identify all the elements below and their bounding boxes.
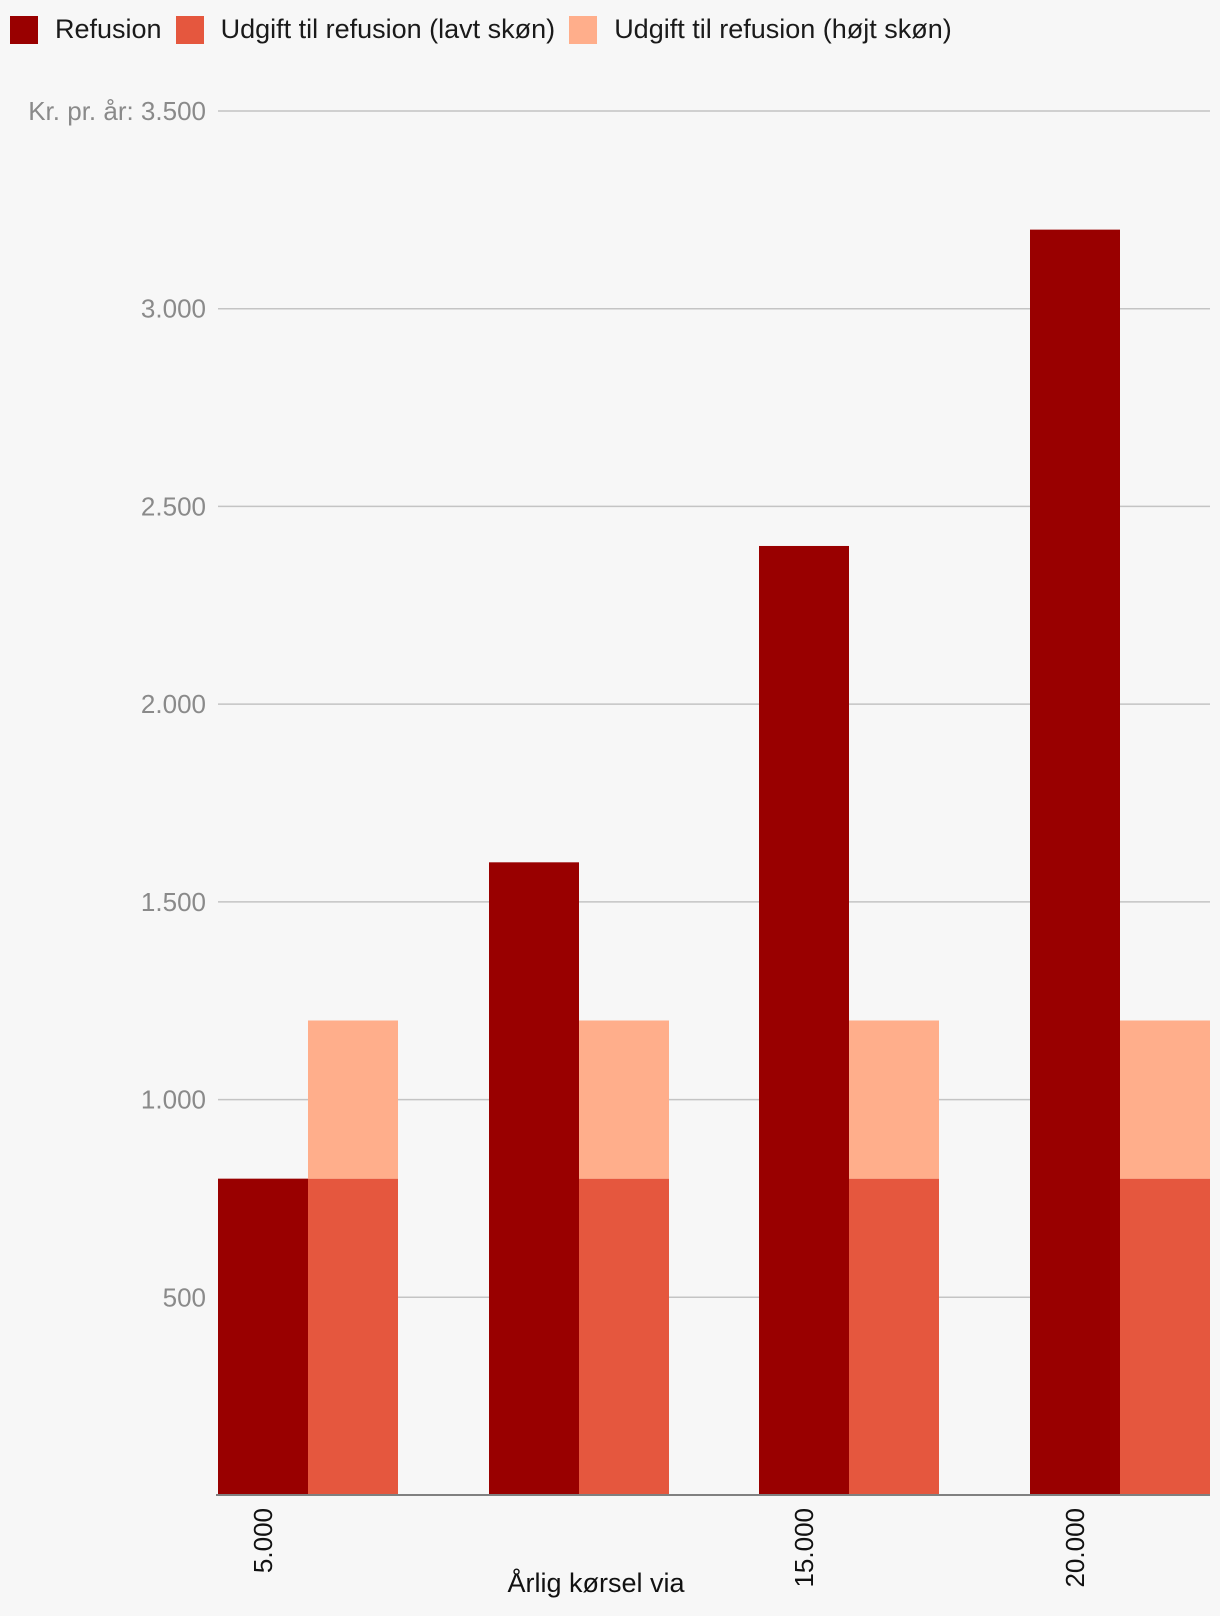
- bar-udgift-lavt[interactable]: [308, 1178, 398, 1495]
- y-tick-label: 2.500: [141, 491, 206, 521]
- legend-swatch-refusion: [10, 15, 38, 44]
- bar-refusion[interactable]: [489, 862, 579, 1495]
- y-tick-label: 1.500: [141, 887, 206, 917]
- y-tick-label: 2.000: [141, 689, 206, 719]
- legend-item-udgift-lavt[interactable]: Udgift til refusion (lavt skøn): [175, 14, 556, 45]
- bar-refusion[interactable]: [1030, 229, 1120, 1496]
- legend-swatch-udgift-lavt: [175, 15, 204, 44]
- legend-label-udgift-hojt: Udgift til refusion (højt skøn): [614, 14, 952, 44]
- y-tick-label: 1.000: [141, 1085, 206, 1115]
- bar-udgift-hojt[interactable]: [849, 1020, 939, 1179]
- bar-udgift-lavt[interactable]: [849, 1178, 939, 1495]
- bar-refusion[interactable]: [759, 545, 849, 1495]
- legend: Refusion Udgift til refusion (lavt skøn)…: [10, 14, 966, 45]
- bar-udgift-hojt[interactable]: [579, 1020, 669, 1179]
- x-axis-label: Årlig kørsel via: [507, 1567, 685, 1598]
- x-tick-label: 5.000: [248, 1508, 278, 1573]
- bar-udgift-lavt[interactable]: [579, 1178, 669, 1495]
- legend-label-refusion: Refusion: [55, 14, 162, 44]
- bar-udgift-hojt[interactable]: [308, 1020, 398, 1179]
- y-tick-label: 500: [163, 1282, 206, 1312]
- legend-item-udgift-hojt[interactable]: Udgift til refusion (højt skøn): [569, 14, 952, 45]
- legend-label-udgift-lavt: Udgift til refusion (lavt skøn): [220, 14, 556, 44]
- x-tick-label: 20.000: [1060, 1508, 1090, 1588]
- y-tick-label: 3.000: [141, 294, 206, 324]
- legend-swatch-udgift-hojt: [569, 15, 598, 44]
- bar-refusion[interactable]: [218, 1178, 308, 1495]
- x-tick-label: 15.000: [789, 1508, 819, 1588]
- y-tick-label: Kr. pr. år: 3.500: [28, 96, 206, 126]
- bar-udgift-lavt[interactable]: [1120, 1178, 1210, 1495]
- bar-udgift-hojt[interactable]: [1120, 1020, 1210, 1179]
- legend-item-refusion[interactable]: Refusion: [10, 14, 162, 45]
